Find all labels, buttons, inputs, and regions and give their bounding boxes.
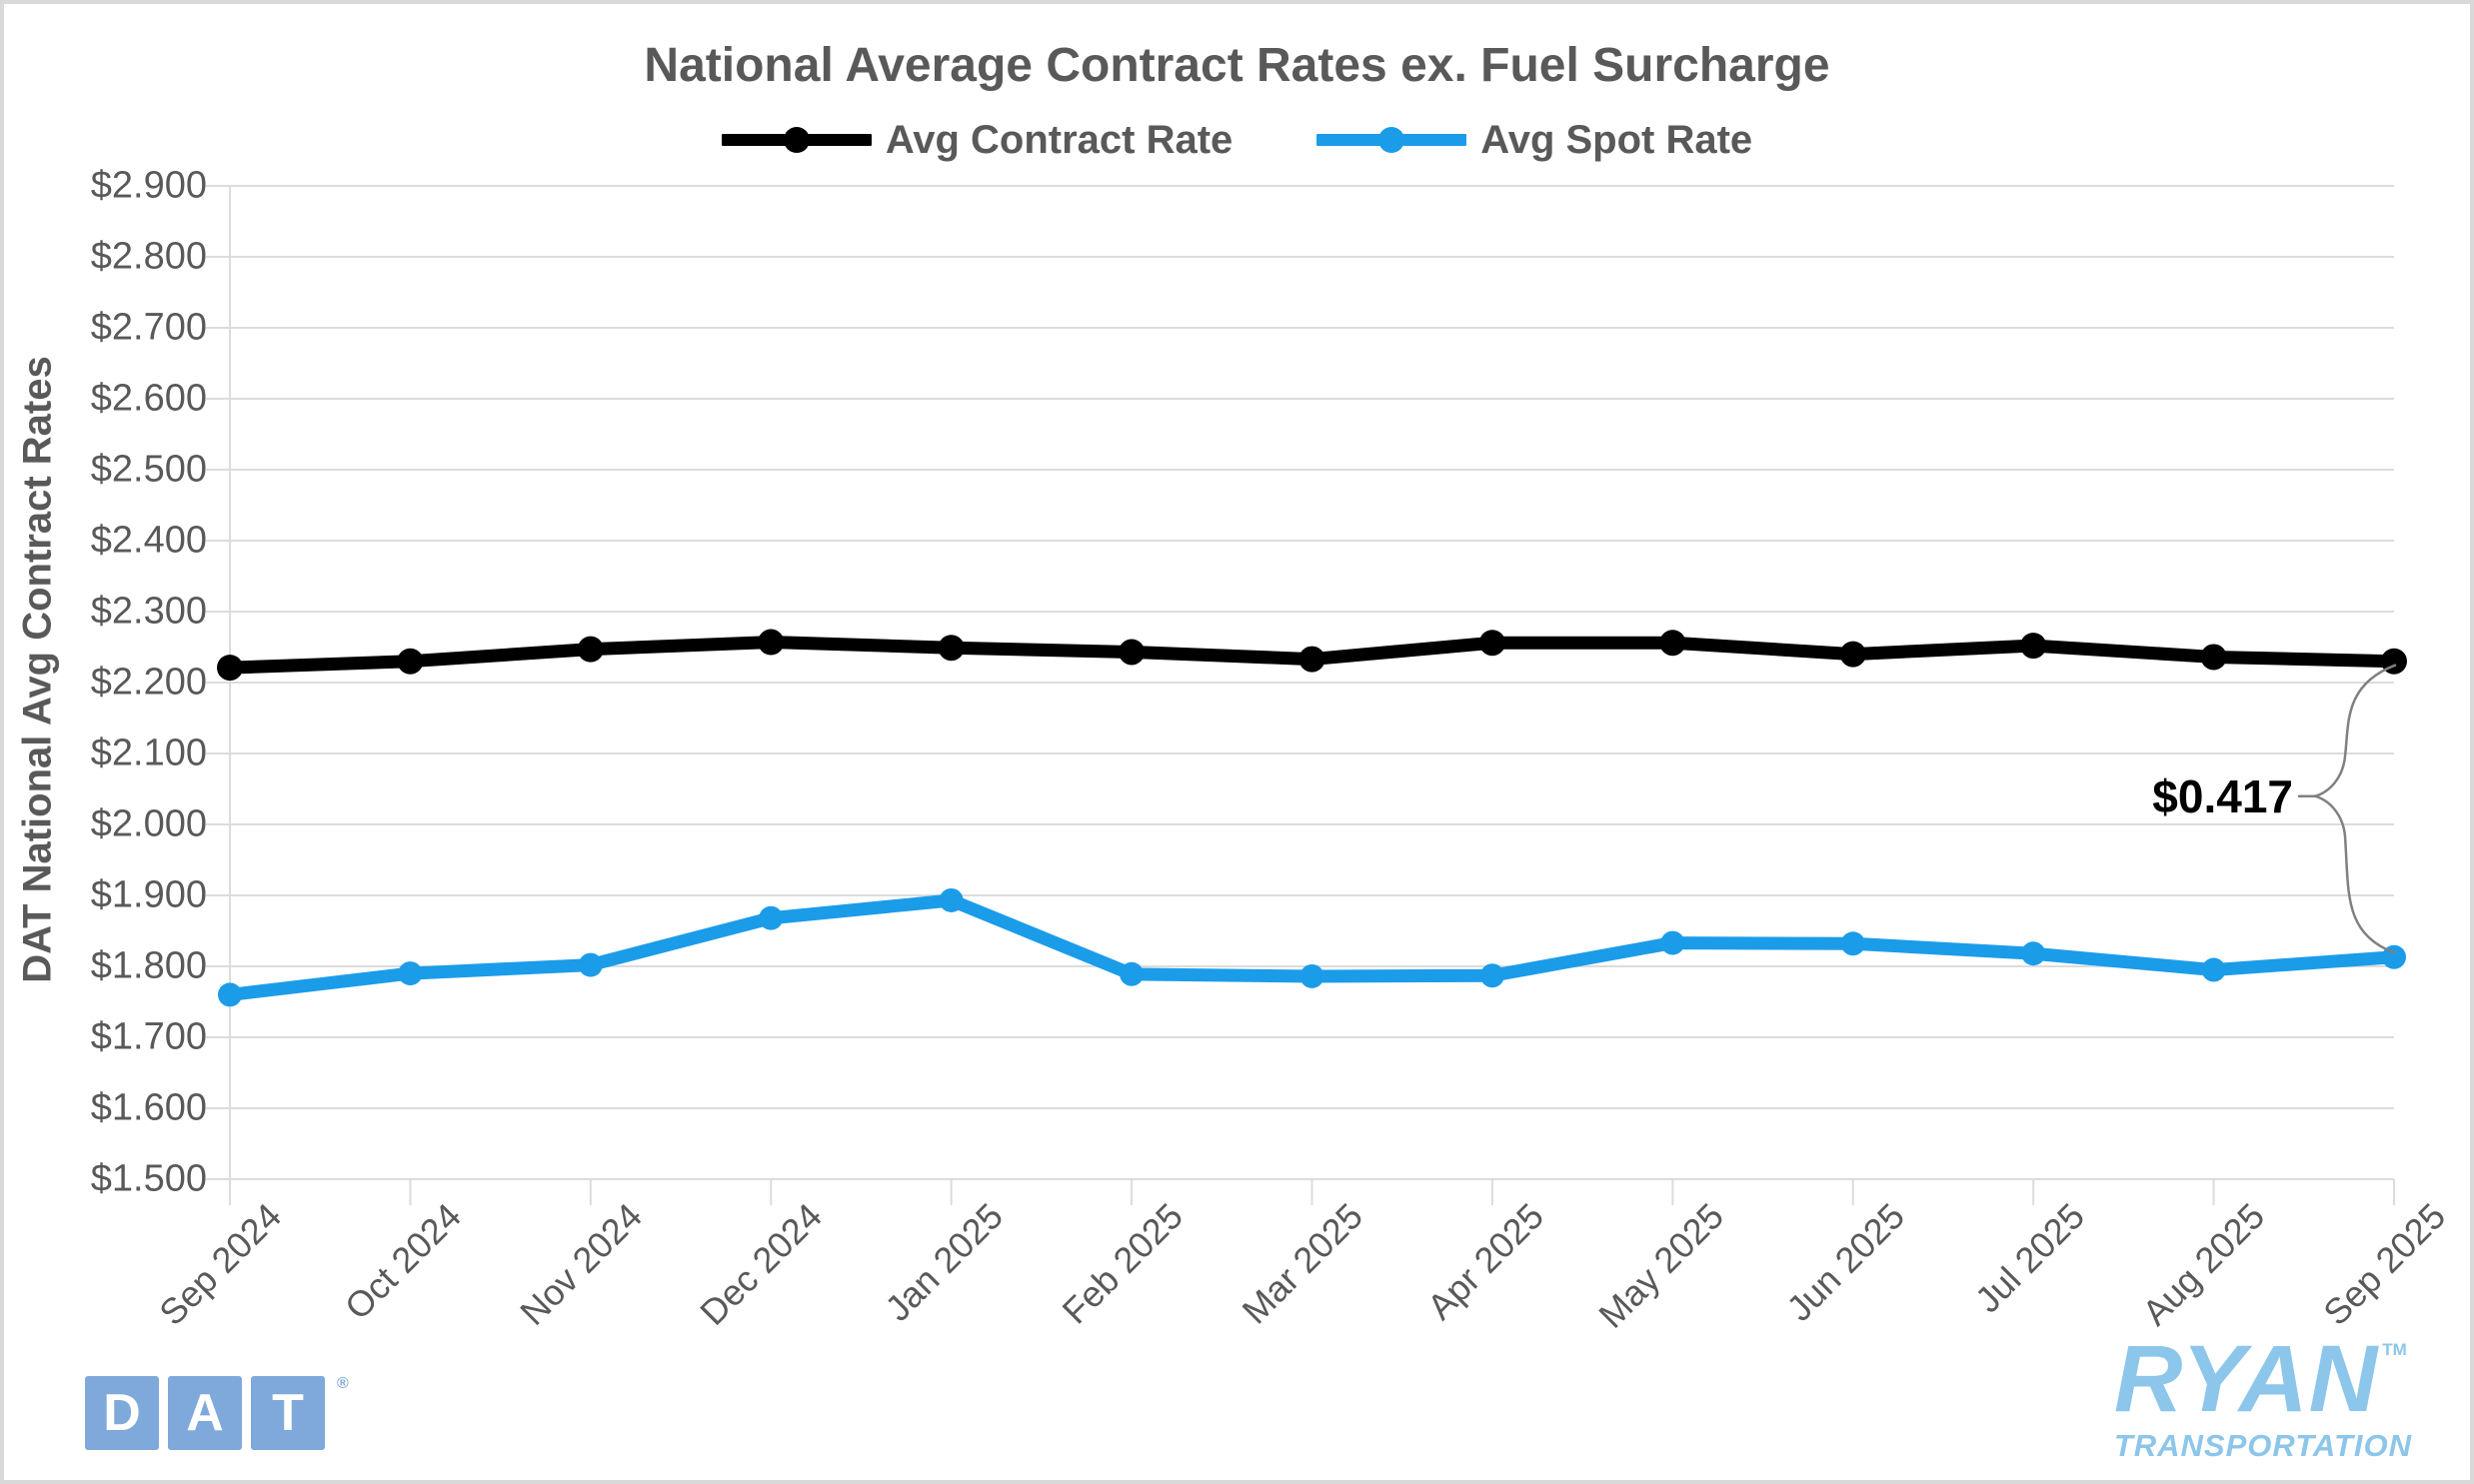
contract-point-jun-2025 [1839, 641, 1866, 668]
contract-point-jul-2025 [2020, 633, 2047, 660]
spot-point-jul-2025 [2021, 941, 2046, 966]
dat-logo-letter-a: A [168, 1376, 242, 1450]
legend: Avg Contract Rate Avg Spot Rate [0, 112, 2474, 168]
y-tick-label: $2.500 [90, 448, 207, 491]
ryan-wordmark: RYAN [2113, 1326, 2379, 1433]
chart-title: National Average Contract Rates ex. Fuel… [644, 39, 1830, 92]
legend-label-contract: Avg Contract Rate [885, 117, 1234, 162]
contract-point-oct-2024 [397, 648, 424, 675]
y-tick-label: $1.600 [90, 1086, 207, 1129]
y-tick-label: $2.900 [90, 164, 207, 207]
contract-line-marker-icon [721, 127, 872, 153]
trademark-icon: TM [2382, 1340, 2407, 1360]
spot-point-dec-2024 [759, 905, 784, 930]
dat-logo: D A T ® [85, 1376, 349, 1450]
y-tick-label: $2.100 [90, 732, 207, 774]
spot-point-nov-2024 [578, 952, 603, 977]
ryan-logo: RYAN TM TRANSPORTATION [2113, 1326, 2412, 1464]
y-tick-label: $2.700 [90, 306, 207, 349]
y-tick-label: $2.600 [90, 377, 207, 420]
y-tick-label: $1.900 [90, 873, 207, 916]
contract-point-jan-2025 [938, 635, 965, 662]
y-tick-label: $2.200 [90, 661, 207, 704]
y-tick-label: $1.500 [90, 1157, 207, 1200]
spot-point-apr-2025 [1479, 963, 1504, 988]
spot-point-feb-2025 [1120, 961, 1145, 986]
y-tick-label: $2.000 [90, 802, 207, 845]
y-tick-label: $1.700 [90, 1015, 207, 1058]
gap-annotation: $0.417 [2152, 769, 2293, 822]
legend-item-contract: Avg Contract Rate [721, 117, 1234, 163]
gap-brace [2297, 664, 2397, 955]
y-tick-label: $2.800 [90, 235, 207, 278]
contract-point-dec-2024 [758, 629, 785, 656]
spot-point-oct-2024 [398, 961, 423, 986]
spot-point-may-2025 [1660, 930, 1685, 955]
spot-point-jan-2025 [939, 887, 964, 912]
y-tick-label: $1.800 [90, 944, 207, 987]
contract-point-apr-2025 [1478, 630, 1505, 657]
spot-point-jun-2025 [1840, 931, 1865, 956]
contract-point-mar-2025 [1298, 646, 1325, 673]
contract-point-feb-2025 [1119, 639, 1146, 666]
contract-point-sep-2024 [217, 655, 243, 682]
legend-item-spot: Avg Spot Rate [1316, 118, 1752, 163]
spot-point-mar-2025 [1299, 963, 1324, 988]
contract-point-aug-2025 [2200, 644, 2227, 671]
contract-point-may-2025 [1659, 630, 1686, 657]
contract-point-nov-2024 [577, 636, 604, 663]
y-tick-label: $2.300 [90, 590, 207, 633]
legend-label-spot: Avg Spot Rate [1480, 117, 1753, 162]
spot-line-marker-icon [1316, 127, 1467, 153]
y-tick-label: $2.400 [90, 519, 207, 562]
dat-logo-letter-d: D [85, 1376, 159, 1450]
ryan-subtitle: TRANSPORTATION [2113, 1428, 2412, 1463]
dat-logo-letter-t: T [251, 1376, 325, 1450]
registered-trademark-icon: ® [337, 1375, 349, 1392]
spot-point-sep-2024 [218, 982, 242, 1007]
spot-point-aug-2025 [2201, 957, 2226, 982]
